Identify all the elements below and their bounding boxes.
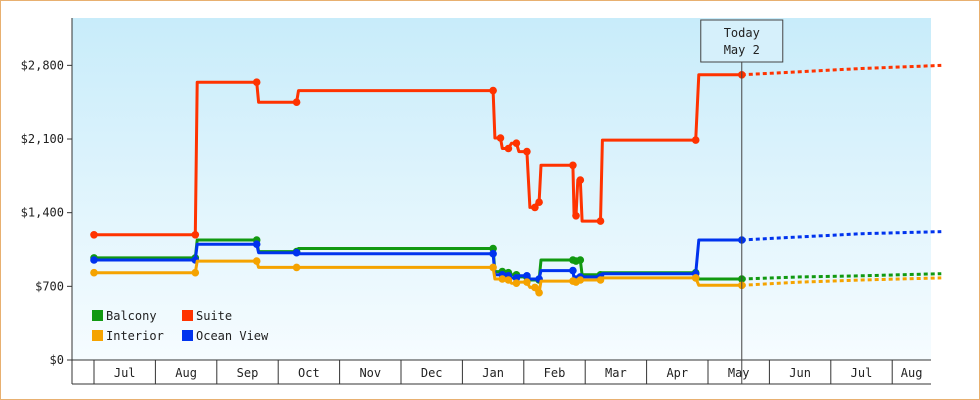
series-point — [523, 147, 531, 156]
series-point — [531, 283, 539, 292]
legend-label: Balcony — [106, 309, 157, 323]
today-date: May 2 — [724, 43, 760, 57]
month-label: Feb — [544, 366, 566, 380]
series-point — [523, 272, 531, 280]
month-label: Aug — [175, 366, 197, 380]
today-box — [700, 19, 784, 63]
series-forecast-line — [741, 230, 942, 242]
series-point — [691, 136, 700, 144]
series-point — [569, 161, 577, 170]
series-point — [90, 268, 98, 277]
series-point — [512, 279, 521, 288]
series-point — [512, 139, 521, 147]
series-point — [523, 278, 531, 286]
series-point — [90, 256, 98, 264]
series-point — [292, 98, 301, 106]
series-point — [489, 86, 497, 95]
series-point — [569, 266, 577, 275]
legend-swatch — [92, 310, 103, 321]
series-point — [489, 263, 497, 272]
series-point — [252, 257, 261, 265]
y-tick-label: $2,100 — [21, 132, 64, 146]
series-point — [576, 256, 585, 264]
series-forecast-line — [741, 272, 942, 281]
month-label: Sep — [237, 366, 259, 380]
y-tick-label: $700 — [35, 279, 64, 293]
series-forecast-line — [741, 63, 942, 77]
series-point — [504, 144, 513, 153]
series-forecast-line — [741, 276, 942, 287]
y-tick-label: $2,800 — [21, 58, 64, 72]
series-line — [94, 238, 742, 281]
month-label: Jul — [851, 366, 873, 380]
series-point — [191, 268, 200, 277]
month-label: Aug — [901, 366, 923, 380]
series-point — [691, 274, 700, 282]
series-point — [535, 288, 543, 297]
month-label: Jun — [789, 366, 811, 380]
month-label: Jan — [482, 366, 504, 380]
legend-label: Ocean View — [196, 329, 269, 343]
series-point — [191, 231, 200, 239]
series-point — [292, 263, 301, 272]
month-label: Oct — [298, 366, 320, 380]
series-point — [496, 134, 505, 142]
series-point — [504, 276, 513, 284]
series-point — [90, 231, 98, 239]
series-point — [292, 248, 301, 257]
series-point — [252, 240, 261, 248]
series-point — [252, 78, 261, 86]
month-label: Jul — [114, 366, 136, 380]
month-label: May — [728, 366, 750, 380]
series-point — [576, 176, 585, 184]
plot-area — [72, 18, 931, 360]
series-point — [576, 276, 585, 284]
series-point — [512, 274, 521, 282]
series-point — [572, 212, 580, 220]
series-point — [489, 244, 497, 253]
series-point — [535, 198, 543, 206]
series-point — [531, 203, 539, 212]
month-label: Mar — [605, 366, 627, 380]
legend-label: Interior — [106, 329, 164, 343]
legend-label: Suite — [196, 309, 232, 323]
series-point — [596, 276, 605, 284]
month-label: Nov — [359, 366, 381, 380]
series-point — [498, 275, 507, 283]
legend-swatch — [92, 330, 103, 341]
legend-swatch — [182, 330, 193, 341]
y-tick-label: $0 — [50, 353, 64, 367]
y-tick-label: $1,400 — [21, 206, 64, 220]
legend-swatch — [182, 310, 193, 321]
today-label: Today — [724, 26, 760, 40]
month-label: Dec — [421, 366, 443, 380]
month-label: Apr — [666, 366, 688, 380]
series-point — [489, 249, 497, 258]
series-point — [596, 217, 605, 225]
